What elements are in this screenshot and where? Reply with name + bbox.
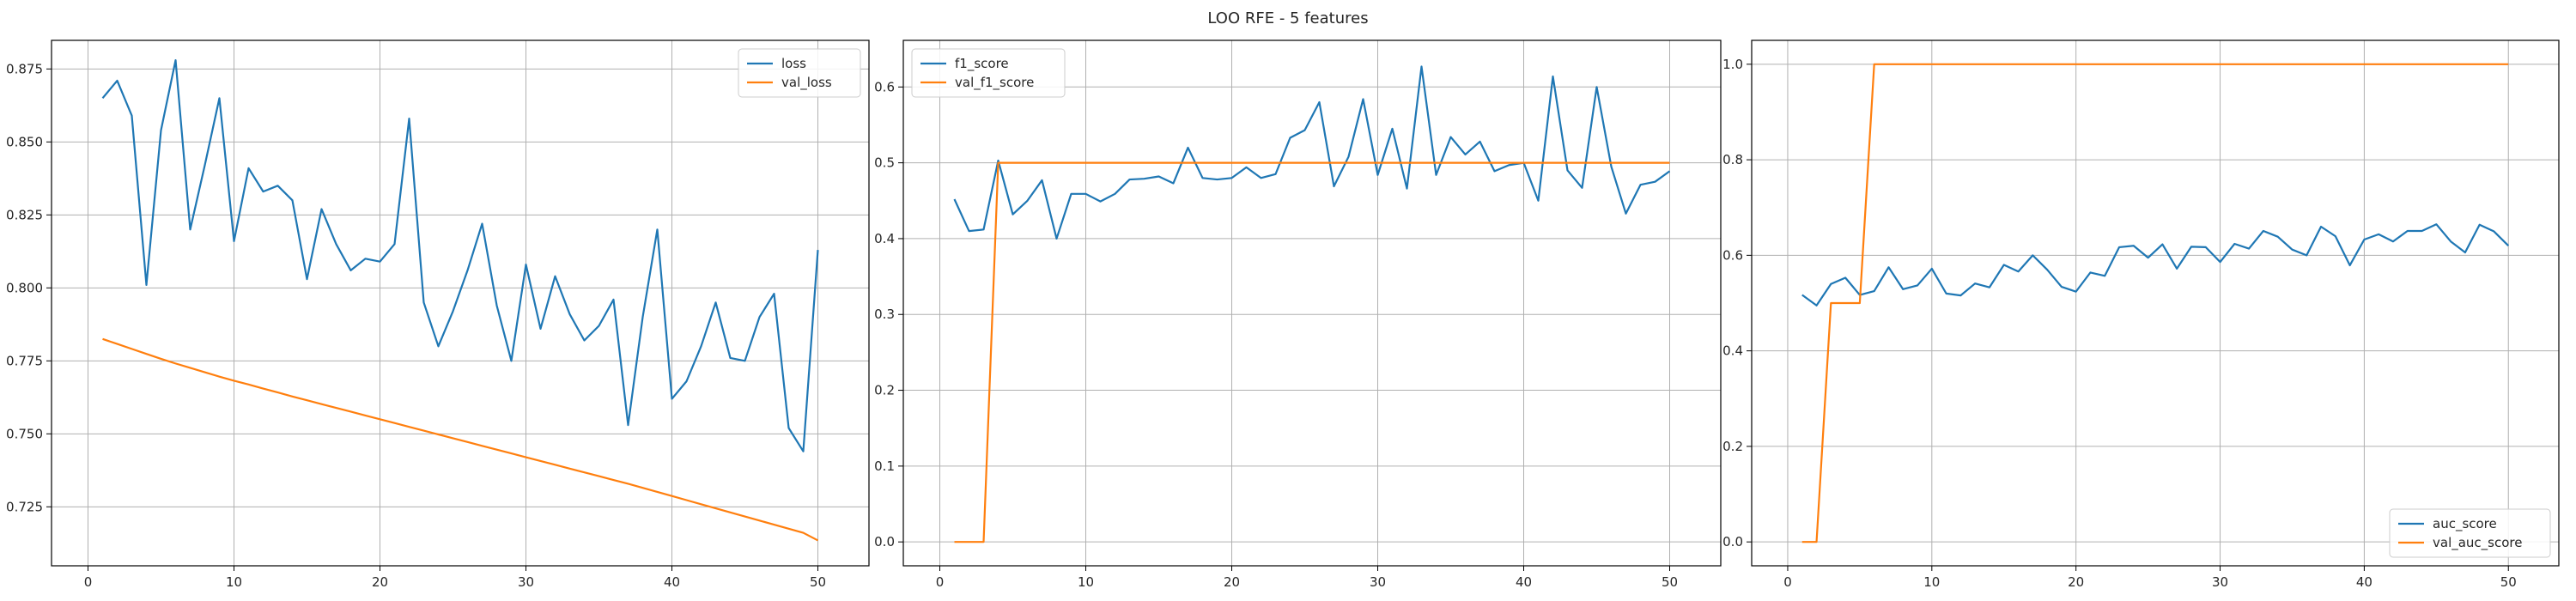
x-tick-label: 0 xyxy=(1783,574,1792,590)
y-tick-label: 0.750 xyxy=(6,426,43,441)
legend-entry-val-f1-score: val_f1_score xyxy=(955,75,1034,91)
x-tick-label: 50 xyxy=(1662,574,1678,590)
x-tick-label: 30 xyxy=(2212,574,2228,590)
y-tick-label: 0.4 xyxy=(874,231,895,246)
axes-frame xyxy=(51,39,870,567)
x-tick-label: 20 xyxy=(2068,574,2084,590)
legend-entry-loss: loss xyxy=(781,56,806,71)
x-tick-label: 40 xyxy=(1516,574,1532,590)
legend: loss val_loss xyxy=(738,48,861,98)
series-line-loss xyxy=(101,59,819,452)
x-tick-label: 30 xyxy=(518,574,534,590)
series-line-f1-score xyxy=(953,65,1671,240)
legend: f1_score val_f1_score xyxy=(911,48,1066,98)
y-tick-label: 0.800 xyxy=(6,280,43,295)
legend: auc_score val_auc_score xyxy=(2389,508,2551,558)
x-tick-label: 0 xyxy=(936,574,945,590)
x-tick-label: 40 xyxy=(2356,574,2372,590)
plots-group: 0 10 20 30 40 500.7250.7500.7750.8000.8250.85… xyxy=(6,39,2560,590)
y-tick-label: 0.3 xyxy=(874,307,895,322)
figure-title: LOO RFE - 5 features xyxy=(1207,9,1368,27)
y-tick-label: 0.2 xyxy=(874,383,895,398)
legend-entry-val-loss: val_loss xyxy=(781,75,832,91)
y-tick-label: 0.6 xyxy=(1722,247,1743,263)
chart-panel-1: 0 10 20 30 40 50 0.725 0.750 0.775 0.800 0.825 0.85… xyxy=(6,39,870,590)
y-tick-label: 0.1 xyxy=(874,458,895,474)
x-tick-label: 0 xyxy=(84,574,93,590)
x-tick-label: 50 xyxy=(810,574,826,590)
series-line-val-auc-score xyxy=(1801,63,2509,543)
y-tick-label: 0.4 xyxy=(1722,343,1743,359)
y-tick-label: 0.2 xyxy=(1722,439,1743,454)
x-tick-label: 10 xyxy=(226,574,242,590)
y-tick-label: 0.825 xyxy=(6,207,43,222)
y-tick-label: 0.0 xyxy=(1722,534,1743,549)
x-tick-label: 10 xyxy=(1078,574,1094,590)
x-tick-label: 10 xyxy=(1923,574,1940,590)
legend-box xyxy=(2389,508,2551,558)
legend-entry-val-auc-score: val_auc_score xyxy=(2433,535,2523,551)
y-tick-label: 0.775 xyxy=(6,353,43,368)
x-tick-label: 40 xyxy=(664,574,680,590)
y-tick-label: 0.850 xyxy=(6,134,43,149)
y-tick-label: 0.8 xyxy=(1722,152,1743,167)
legend-entry-auc-score: auc_score xyxy=(2433,516,2497,532)
y-tick-label: 0.875 xyxy=(6,61,43,76)
y-tick-label: 0.725 xyxy=(6,499,43,514)
series-line-val-f1-score xyxy=(954,161,1670,543)
axes-frame xyxy=(902,39,1722,567)
y-tick-label: 0.0 xyxy=(874,534,895,549)
x-tick-label: 20 xyxy=(1224,574,1240,590)
y-tick-label: 0.5 xyxy=(874,155,895,171)
legend-box xyxy=(911,48,1066,98)
series-line-auc-score xyxy=(1801,223,2510,307)
y-tick-label: 1.0 xyxy=(1722,57,1743,72)
x-tick-label: 20 xyxy=(372,574,388,590)
chart-panel-3: 0 10 20 30 40 50 0.0 0.2 0.4 0.6 0.8 1.0 auc_scoreva… xyxy=(1722,39,2560,590)
chart-panel-2: 0 10 20 30 40 50 0.0 0.1 0.2 0.3 0.4 0.5 0.6 f1_score… xyxy=(874,39,1722,590)
y-tick-label: 0.6 xyxy=(874,79,895,94)
legend-box xyxy=(738,48,861,98)
series-line-val-loss xyxy=(102,337,819,542)
legend-entry-f1-score: f1_score xyxy=(955,56,1009,72)
x-tick-label: 50 xyxy=(2500,574,2517,590)
x-tick-label: 30 xyxy=(1370,574,1386,590)
axes-frame xyxy=(1751,39,2560,567)
